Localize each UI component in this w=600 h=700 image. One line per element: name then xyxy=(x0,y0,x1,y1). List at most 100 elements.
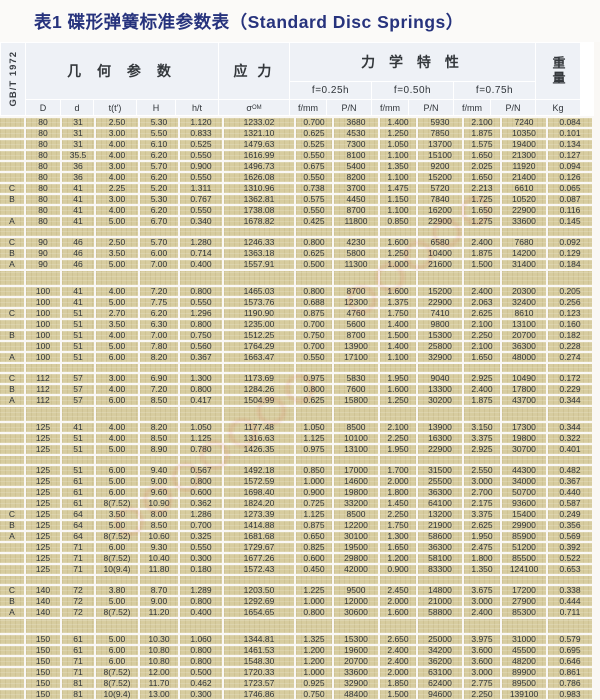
group-gap xyxy=(0,576,594,584)
table-cell: 80 xyxy=(26,140,60,149)
table-cell: 1.950 xyxy=(464,532,500,541)
table-cell: 6.00 xyxy=(96,657,138,666)
table-cell: B xyxy=(0,249,24,258)
table-cell: 36 xyxy=(62,173,94,182)
table-cell: 57 xyxy=(62,385,94,394)
table-cell: 1496.73 xyxy=(224,162,294,171)
table-cell: 4.00 xyxy=(96,140,138,149)
empty-cell xyxy=(334,619,378,633)
table-cell: 2.400 xyxy=(464,238,500,247)
col-label: σ OM xyxy=(219,100,289,115)
table-cell: 0.625 xyxy=(296,396,332,405)
table-cell: 9.30 xyxy=(140,543,178,552)
table-cell: 83300 xyxy=(418,565,462,574)
table-cell: 1203.50 xyxy=(224,586,294,595)
table-cell: 29800 xyxy=(334,554,378,563)
table-cell: 6.10 xyxy=(140,140,178,149)
table-cell: 0.123 xyxy=(548,309,592,318)
table-cell: 6.30 xyxy=(140,320,178,329)
table-cell: B xyxy=(0,521,24,530)
col-label: P/N xyxy=(327,100,371,115)
table-cell: 8.70 xyxy=(140,586,178,595)
table-cell: 41 xyxy=(62,217,94,226)
table-cell: 1723.57 xyxy=(224,679,294,688)
table-cell: 8(7.52) xyxy=(96,499,138,508)
col-label: Kg xyxy=(536,100,580,115)
table-cell: 1233.02 xyxy=(224,118,294,127)
table-cell: 0.738 xyxy=(296,184,332,193)
table-cell: 2.000 xyxy=(380,477,416,486)
table-cell: 1.100 xyxy=(380,173,416,182)
table-row: 125 61 8(7.52) 10.90 0.362 1824.20 0.725 33200 1… xyxy=(0,499,594,508)
table-cell: 1.296 xyxy=(180,309,222,318)
empty-cell xyxy=(418,364,462,372)
table-cell: 16300 xyxy=(418,434,462,443)
table-cell: 100 xyxy=(26,287,60,296)
table-cell: 72 xyxy=(62,586,94,595)
empty-cell xyxy=(464,456,500,464)
table-cell: 0.700 xyxy=(296,342,332,351)
table-cell: 4450 xyxy=(334,195,378,204)
table-cell xyxy=(0,118,24,127)
table-cell: 0.800 xyxy=(180,646,222,655)
table-cell: 0.711 xyxy=(548,608,592,617)
table-cell: 21300 xyxy=(502,151,546,160)
table-cell: 1.275 xyxy=(464,217,500,226)
empty-cell xyxy=(96,619,138,633)
col-label: f/mm xyxy=(290,100,326,115)
table-cell: 5.00 xyxy=(96,445,138,454)
table-cell: 63100 xyxy=(418,668,462,677)
table-cell: 81 xyxy=(62,679,94,688)
table-cell: 51 xyxy=(62,434,94,443)
table-cell: 8.50 xyxy=(140,434,178,443)
empty-cell xyxy=(96,407,138,421)
table-cell: 8.20 xyxy=(140,423,178,432)
table-cell: 100 xyxy=(26,331,60,340)
section-weight: 重量 xyxy=(536,43,580,99)
table-cell: A xyxy=(0,353,24,362)
table-cell: 2.450 xyxy=(380,586,416,595)
table-body: 80 31 2.50 5.30 1.120 1233.02 0.700 3680 1.400 59… xyxy=(0,118,594,699)
table-cell: 80 xyxy=(26,173,60,182)
table-cell: 10400 xyxy=(418,249,462,258)
table-cell: 3.50 xyxy=(96,510,138,519)
table-cell: 1.600 xyxy=(380,608,416,617)
table-cell: 5.20 xyxy=(140,184,178,193)
table-cell: 12.00 xyxy=(140,668,178,677)
table-cell: 1.650 xyxy=(464,353,500,362)
table-cell: 71 xyxy=(62,543,94,552)
table-row: B 125 64 5.00 8.50 0.700 1414.88 0.875 12200 1.75… xyxy=(0,521,594,530)
table-row: 125 51 5.00 8.90 0.780 1426.35 0.975 13100 1.950… xyxy=(0,445,594,454)
table-cell xyxy=(0,151,24,160)
table-cell: 0.575 xyxy=(296,195,332,204)
table-cell: 0.325 xyxy=(180,532,222,541)
table-cell xyxy=(0,499,24,508)
table-cell: 21600 xyxy=(418,260,462,269)
table-cell: 30100 xyxy=(334,532,378,541)
table-cell: 112 xyxy=(26,396,60,405)
table-cell: 80 xyxy=(26,118,60,127)
table-cell xyxy=(0,635,24,644)
table-cell: 5.00 xyxy=(96,342,138,351)
table-cell: 7.75 xyxy=(140,298,178,307)
table-cell: 19800 xyxy=(502,434,546,443)
empty-cell xyxy=(224,576,294,584)
table-cell: 6.20 xyxy=(140,151,178,160)
table-cell: 1.289 xyxy=(180,586,222,595)
table-cell: 31 xyxy=(62,140,94,149)
table-cell: 10(9.4) xyxy=(96,690,138,699)
table-cell: 0.833 xyxy=(180,129,222,138)
table-cell: 15200 xyxy=(418,173,462,182)
table-cell: 1.100 xyxy=(380,206,416,215)
table-cell: 9.00 xyxy=(140,597,178,606)
table-cell xyxy=(0,173,24,182)
table-cell: 1.400 xyxy=(380,320,416,329)
empty-cell xyxy=(62,364,94,372)
table-cell: 13900 xyxy=(334,342,378,351)
table-header: GB/T 1972 几 何 参 数 应 力 力 学 特 性 重量 f=0.25h… xyxy=(0,42,594,116)
table-cell: 0.714 xyxy=(180,249,222,258)
table-cell: 100 xyxy=(26,353,60,362)
table-cell: B xyxy=(0,597,24,606)
table-cell: 1479.63 xyxy=(224,140,294,149)
